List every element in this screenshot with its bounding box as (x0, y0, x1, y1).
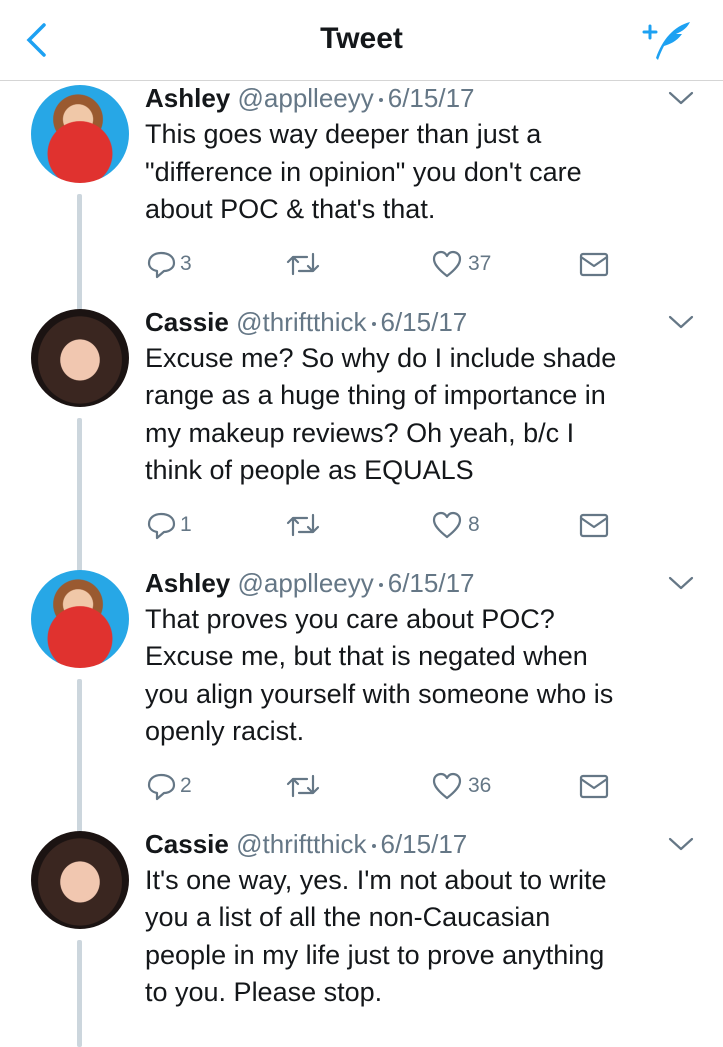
title: Tweet (320, 22, 403, 55)
message-button[interactable] (579, 510, 609, 540)
tweet: Ashley @applleeyy 6/15/17 This goes way de… (0, 82, 723, 314)
thread-line (77, 939, 82, 1047)
reply-count: 3 (180, 251, 192, 275)
avatar (31, 569, 129, 668)
name-line: Ashley @applleeyy 6/15/17 (145, 82, 723, 114)
text-line: openly racist. (145, 716, 305, 746)
menu-chevron[interactable] (668, 90, 694, 106)
name: Cassie (145, 828, 229, 859)
handle: @applleeyy (237, 567, 374, 598)
handle: @applleeyy (237, 83, 374, 113)
name-line: Cassie @thriftthick 6/15/17 (145, 306, 723, 338)
text-line: you align yourself with someone who is (145, 678, 614, 709)
thread-line (77, 678, 82, 836)
name-line: Cassie @thriftthick 6/15/17 (145, 828, 723, 860)
name: Cassie (145, 306, 229, 337)
reply-button[interactable] (147, 249, 177, 279)
actions: 2 36 (145, 771, 723, 801)
text-line: my makeup reviews? Oh yeah, b/c I (145, 417, 575, 448)
separator (378, 582, 383, 587)
reply-count: 2 (180, 773, 192, 797)
tweet: Cassie @thriftthick 6/15/17 Excuse me? So … (0, 306, 723, 575)
avatar (31, 308, 129, 407)
reply-button[interactable] (147, 771, 177, 801)
date: 6/15/17 (387, 567, 475, 598)
like-count: 37 (468, 251, 492, 275)
tweet: Cassie @thriftthick 6/15/17 It's one way, … (0, 828, 723, 1047)
text-line: This goes way deeper than just a (145, 119, 542, 149)
like-count: 36 (468, 773, 492, 797)
separator (371, 321, 376, 326)
text-line: think of people as EQUALS (145, 455, 474, 485)
compose-button[interactable] (640, 18, 696, 62)
handle: @thriftthick (236, 828, 367, 859)
like-button[interactable] (432, 510, 462, 540)
text-line: It's one way, yes. I'm not about to writ… (145, 864, 607, 895)
name-line: Ashley @applleeyy 6/15/17 (145, 567, 723, 599)
like-button[interactable] (432, 771, 462, 801)
avatar (31, 830, 129, 929)
tweet-text: Excuse me? So why do I include shade rang… (145, 340, 723, 490)
thread-line (77, 417, 82, 575)
text-line: That proves you care about POC? (145, 603, 555, 634)
tweet: Ashley @applleeyy 6/15/17 That proves you … (0, 567, 723, 836)
date: 6/15/17 (380, 828, 468, 859)
tweet-text: That proves you care about POC? Excuse me… (145, 601, 723, 751)
text-line: to you. Please stop. (145, 977, 383, 1007)
reply-count: 1 (180, 512, 192, 536)
text-line: about POC & that's that. (145, 194, 436, 224)
actions: 3 37 (145, 249, 723, 279)
name: Ashley (145, 83, 231, 113)
tweet-text: It's one way, yes. I'm not about to writ… (145, 862, 723, 1012)
text-line: "difference in opinion" you don't care (145, 156, 582, 187)
date: 6/15/17 (380, 306, 468, 337)
like-count: 8 (468, 512, 480, 536)
text-line: Excuse me? So why do I include shade (145, 342, 617, 373)
back-button[interactable] (24, 22, 48, 58)
menu-chevron[interactable] (668, 314, 694, 330)
avatar (31, 85, 129, 183)
tweet-text: This goes way deeper than just a "differe… (145, 116, 723, 229)
separator (378, 98, 383, 103)
message-button[interactable] (579, 249, 609, 279)
retweet-button[interactable] (285, 510, 323, 540)
menu-chevron[interactable] (668, 575, 694, 591)
retweet-button[interactable] (285, 771, 323, 801)
text-line: you a list of all the non-Caucasian (145, 902, 551, 932)
reply-button[interactable] (147, 510, 177, 540)
handle: @thriftthick (236, 306, 367, 337)
date: 6/15/17 (387, 83, 475, 113)
separator (371, 843, 376, 848)
text-line: Excuse me, but that is negated when (145, 641, 588, 671)
name: Ashley (145, 567, 231, 598)
menu-chevron[interactable] (668, 836, 694, 852)
like-button[interactable] (432, 249, 462, 279)
text-line: people in my life just to prove anything (145, 939, 605, 970)
thread-line (77, 194, 82, 314)
retweet-button[interactable] (285, 249, 323, 279)
message-button[interactable] (579, 771, 609, 801)
tweet-list: Ashley @applleeyy 6/15/17 This goes way de… (0, 82, 723, 1047)
text-line: range as a huge thing of importance in (145, 380, 606, 410)
header: Tweet (0, 0, 723, 81)
